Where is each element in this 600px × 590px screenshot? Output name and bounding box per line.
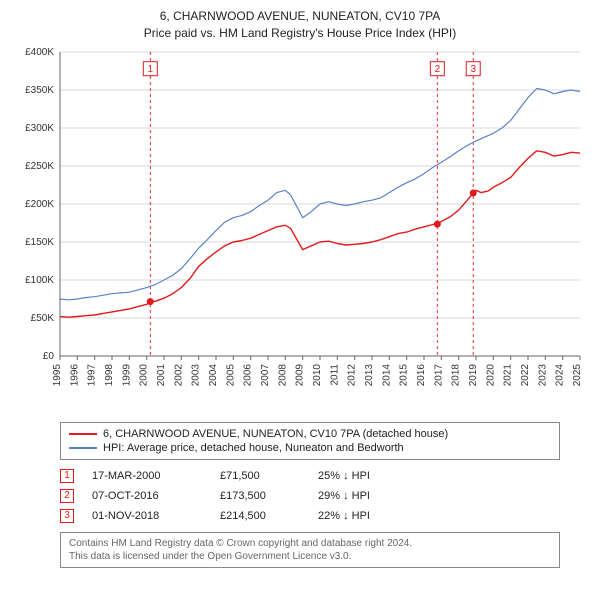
svg-text:2005: 2005 [225, 363, 236, 386]
event-row: 1 17-MAR-2000 £71,500 25% ↓ HPI [60, 466, 560, 486]
svg-text:2009: 2009 [295, 363, 306, 386]
svg-text:2017: 2017 [433, 363, 444, 386]
footer-line-1: Contains HM Land Registry data © Crown c… [69, 537, 551, 550]
event-row: 2 07-OCT-2016 £173,500 29% ↓ HPI [60, 486, 560, 506]
legend-label: 6, CHARNWOOD AVENUE, NUNEATON, CV10 7PA … [103, 428, 448, 440]
svg-text:2010: 2010 [312, 363, 323, 386]
svg-text:2008: 2008 [277, 363, 288, 386]
svg-text:2001: 2001 [156, 363, 167, 386]
svg-text:2015: 2015 [399, 363, 410, 386]
chart-title-block: 6, CHARNWOOD AVENUE, NUNEATON, CV10 7PA … [10, 8, 590, 42]
page-root: 6, CHARNWOOD AVENUE, NUNEATON, CV10 7PA … [0, 0, 600, 576]
svg-text:£250K: £250K [25, 161, 54, 172]
svg-text:£100K: £100K [25, 275, 54, 286]
event-price: £214,500 [220, 510, 300, 522]
svg-text:£50K: £50K [31, 313, 55, 324]
event-delta: 25% ↓ HPI [318, 470, 408, 482]
legend-row: 6, CHARNWOOD AVENUE, NUNEATON, CV10 7PA … [69, 427, 551, 441]
svg-text:2014: 2014 [381, 363, 392, 386]
svg-text:2021: 2021 [503, 363, 514, 386]
svg-text:1997: 1997 [87, 363, 98, 386]
legend-swatch [69, 433, 97, 435]
event-marker: 3 [60, 509, 74, 523]
svg-text:£150K: £150K [25, 237, 54, 248]
legend-swatch [69, 447, 97, 449]
event-marker: 1 [60, 469, 74, 483]
svg-text:£0: £0 [43, 351, 55, 362]
svg-text:2023: 2023 [537, 363, 548, 386]
svg-text:2004: 2004 [208, 363, 219, 386]
event-delta: 22% ↓ HPI [318, 510, 408, 522]
event-delta: 29% ↓ HPI [318, 490, 408, 502]
svg-text:£300K: £300K [25, 123, 54, 134]
svg-text:2012: 2012 [347, 363, 358, 386]
svg-text:2007: 2007 [260, 363, 271, 386]
svg-text:2019: 2019 [468, 363, 479, 386]
svg-text:2013: 2013 [364, 363, 375, 386]
event-price: £71,500 [220, 470, 300, 482]
svg-text:1996: 1996 [69, 363, 80, 386]
event-price: £173,500 [220, 490, 300, 502]
chart-svg: £0 £50K £100K £150K £200K £250K £300K £350K £400… [10, 46, 590, 416]
event-row: 3 01-NOV-2018 £214,500 22% ↓ HPI [60, 506, 560, 526]
svg-text:£400K: £400K [25, 47, 54, 58]
event-marker: 2 [60, 489, 74, 503]
svg-text:2000: 2000 [139, 363, 150, 386]
legend-row: HPI: Average price, detached house, Nune… [69, 441, 551, 455]
footer-line-2: This data is licensed under the Open Gov… [69, 550, 551, 563]
svg-text:2016: 2016 [416, 363, 427, 386]
svg-text:1998: 1998 [104, 363, 115, 386]
svg-text:2025: 2025 [572, 363, 583, 386]
svg-text:2002: 2002 [173, 363, 184, 386]
svg-text:2006: 2006 [243, 363, 254, 386]
svg-text:2018: 2018 [451, 363, 462, 386]
svg-text:2022: 2022 [520, 363, 531, 386]
svg-text:2011: 2011 [329, 363, 340, 385]
attribution-footer: Contains HM Land Registry data © Crown c… [60, 532, 560, 568]
svg-text:2: 2 [435, 64, 441, 75]
svg-text:1999: 1999 [121, 363, 132, 386]
event-date: 17-MAR-2000 [92, 470, 202, 482]
legend: 6, CHARNWOOD AVENUE, NUNEATON, CV10 7PA … [60, 422, 560, 460]
title-line-2: Price paid vs. HM Land Registry's House … [10, 25, 590, 42]
svg-text:2003: 2003 [191, 363, 202, 386]
svg-text:£200K: £200K [25, 199, 54, 210]
events-table: 1 17-MAR-2000 £71,500 25% ↓ HPI 2 07-OCT-2016… [60, 466, 560, 526]
price-chart: £0 £50K £100K £150K £200K £250K £300K £350K £400… [10, 46, 590, 416]
legend-label: HPI: Average price, detached house, Nune… [103, 442, 404, 454]
title-line-1: 6, CHARNWOOD AVENUE, NUNEATON, CV10 7PA [10, 8, 590, 25]
svg-text:3: 3 [470, 64, 476, 75]
event-date: 01-NOV-2018 [92, 510, 202, 522]
svg-text:£350K: £350K [25, 85, 54, 96]
svg-text:1: 1 [148, 64, 154, 75]
svg-text:1995: 1995 [52, 363, 63, 386]
svg-text:2024: 2024 [555, 363, 566, 386]
svg-text:2020: 2020 [485, 363, 496, 386]
event-date: 07-OCT-2016 [92, 490, 202, 502]
